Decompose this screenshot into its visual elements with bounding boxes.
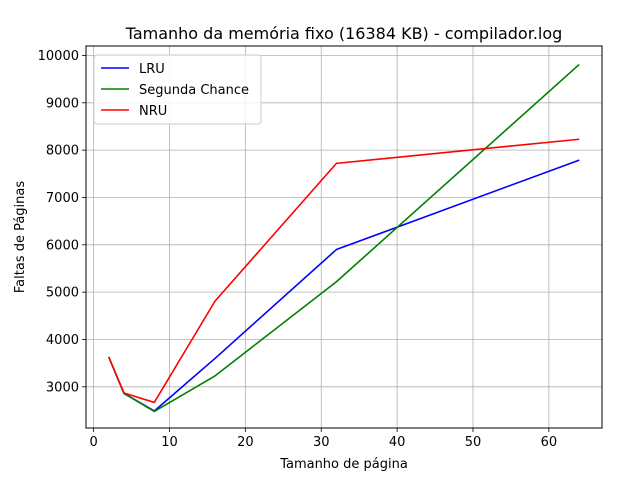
x-tick-label: 40 xyxy=(389,435,406,450)
x-tick-label: 60 xyxy=(541,435,558,450)
legend-label: Segunda Chance xyxy=(139,83,249,98)
x-axis-label: Tamanho de página xyxy=(279,457,408,472)
legend-label: NRU xyxy=(139,104,167,119)
legend: LRU Segunda Chance NRU xyxy=(93,54,262,125)
legend-label: LRU xyxy=(139,62,165,77)
x-tick-label: 20 xyxy=(237,435,254,450)
x-tick-label: 10 xyxy=(161,435,178,450)
y-tick-label: 7000 xyxy=(46,191,79,206)
series-layer xyxy=(108,63,580,413)
y-axis: 3000 4000 5000 6000 7000 8000 9000 10000 xyxy=(38,49,86,395)
y-tick-label: 4000 xyxy=(46,333,79,348)
series-line-nru xyxy=(108,138,580,404)
x-tick-label: 0 xyxy=(89,435,97,450)
y-tick-label: 5000 xyxy=(46,286,79,301)
plot-frame xyxy=(85,45,603,429)
y-tick-label: 3000 xyxy=(46,380,79,395)
y-tick-label: 10000 xyxy=(38,49,79,64)
y-tick-label: 9000 xyxy=(46,96,79,111)
y-tick-label: 6000 xyxy=(46,238,79,253)
x-axis: 0 10 20 30 40 50 60 xyxy=(89,428,557,450)
y-axis-label: Faltas de Páginas xyxy=(13,181,28,294)
legend-box xyxy=(93,54,262,125)
x-tick-label: 50 xyxy=(465,435,482,450)
x-tick-label: 30 xyxy=(313,435,330,450)
chart-title: Tamanho da memória fixo (16384 KB) - com… xyxy=(125,24,563,43)
y-tick-label: 8000 xyxy=(46,144,79,159)
